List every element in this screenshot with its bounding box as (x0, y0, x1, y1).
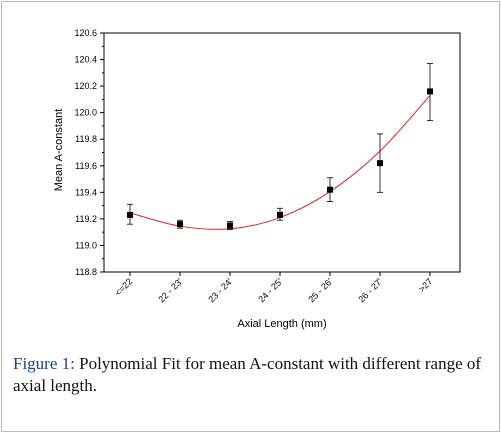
y-axis-title: Mean A-constant (53, 109, 65, 192)
data-point (377, 160, 383, 167)
x-tick-label: 23 - 24' (206, 276, 234, 304)
x-tick-label: <=22 (113, 276, 135, 298)
y-tick-label: 119.6 (75, 161, 97, 171)
x-tick-label: 24 - 25' (256, 276, 284, 304)
caption-label: Figure 1: (13, 354, 75, 373)
y-tick-label: 119.2 (75, 214, 97, 224)
x-tick-label: >27 (417, 276, 435, 294)
data-point (277, 211, 283, 218)
y-tick-label: 119.0 (75, 240, 97, 250)
chart: 118.8 119.0 119.2 119.4 119.6 119.8 120.0 120.2… (53, 28, 461, 330)
figure-caption: Figure 1: Polynomial Fit for mean A-cons… (13, 353, 487, 397)
y-tick-label: 119.8 (75, 134, 97, 144)
caption-text: Polynomial Fit for mean A-constant with … (13, 354, 482, 395)
data-point (327, 186, 333, 193)
data-point (227, 222, 233, 229)
error-bars (127, 63, 433, 230)
y-tick-label: 120.6 (74, 28, 97, 38)
x-tick-label: 25 - 26' (306, 276, 334, 304)
y-tick-label: 120.0 (74, 108, 97, 118)
plot-area (103, 32, 461, 273)
x-axis: <=22 22 - 23' 23 - 24' 24 - 25' 25 - 26' 26 -… (113, 272, 435, 304)
data-point (127, 211, 133, 218)
data-point (427, 88, 433, 95)
y-tick-label: 120.4 (74, 55, 97, 65)
y-axis: 118.8 119.0 119.2 119.4 119.6 119.8 120.0 120.2… (74, 28, 104, 277)
data-point (177, 221, 183, 228)
x-tick-label: 22 - 23' (156, 276, 184, 304)
data-points (127, 88, 433, 229)
y-tick-label: 120.2 (74, 81, 97, 91)
y-tick-label: 118.8 (75, 267, 97, 277)
y-tick-label: 119.4 (75, 187, 97, 197)
x-axis-title: Axial Length (mm) (237, 318, 326, 330)
x-tick-label: 26 - 27' (356, 276, 384, 304)
